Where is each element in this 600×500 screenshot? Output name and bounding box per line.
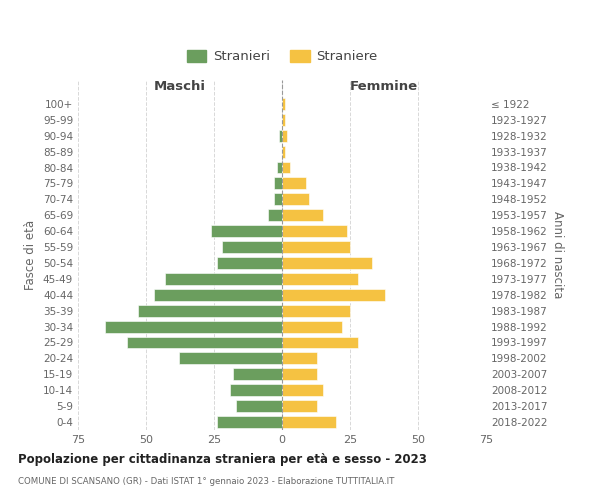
Bar — [230, 384, 282, 396]
Bar — [282, 130, 287, 141]
Bar — [211, 225, 282, 237]
Bar — [282, 178, 307, 190]
Bar — [282, 194, 309, 205]
Bar — [105, 320, 282, 332]
Bar — [274, 194, 282, 205]
Bar — [282, 320, 342, 332]
Bar — [222, 241, 282, 253]
Bar — [274, 178, 282, 190]
Bar — [233, 368, 282, 380]
Bar — [179, 352, 282, 364]
Bar — [282, 400, 317, 412]
Text: Popolazione per cittadinanza straniera per età e sesso - 2023: Popolazione per cittadinanza straniera p… — [18, 452, 427, 466]
Bar — [282, 304, 350, 316]
Bar — [282, 241, 350, 253]
Legend: Stranieri, Straniere: Stranieri, Straniere — [181, 44, 383, 68]
Bar — [282, 162, 290, 173]
Bar — [236, 400, 282, 412]
Bar — [165, 273, 282, 285]
Bar — [217, 416, 282, 428]
Bar — [282, 225, 347, 237]
Bar — [154, 289, 282, 300]
Bar — [282, 384, 323, 396]
Y-axis label: Anni di nascita: Anni di nascita — [551, 212, 564, 298]
Bar — [282, 289, 385, 300]
Bar — [282, 210, 323, 221]
Bar — [277, 162, 282, 173]
Bar — [282, 114, 285, 126]
Bar — [127, 336, 282, 348]
Bar — [282, 416, 337, 428]
Bar — [282, 352, 317, 364]
Text: Femmine: Femmine — [350, 80, 418, 92]
Text: COMUNE DI SCANSANO (GR) - Dati ISTAT 1° gennaio 2023 - Elaborazione TUTTITALIA.I: COMUNE DI SCANSANO (GR) - Dati ISTAT 1° … — [18, 478, 394, 486]
Bar — [268, 210, 282, 221]
Bar — [282, 257, 372, 269]
Bar — [282, 368, 317, 380]
Bar — [282, 98, 285, 110]
Text: Maschi: Maschi — [154, 80, 206, 92]
Bar — [279, 130, 282, 141]
Bar — [282, 273, 358, 285]
Bar — [282, 336, 358, 348]
Bar — [282, 146, 285, 158]
Bar — [217, 257, 282, 269]
Y-axis label: Fasce di età: Fasce di età — [25, 220, 37, 290]
Bar — [138, 304, 282, 316]
